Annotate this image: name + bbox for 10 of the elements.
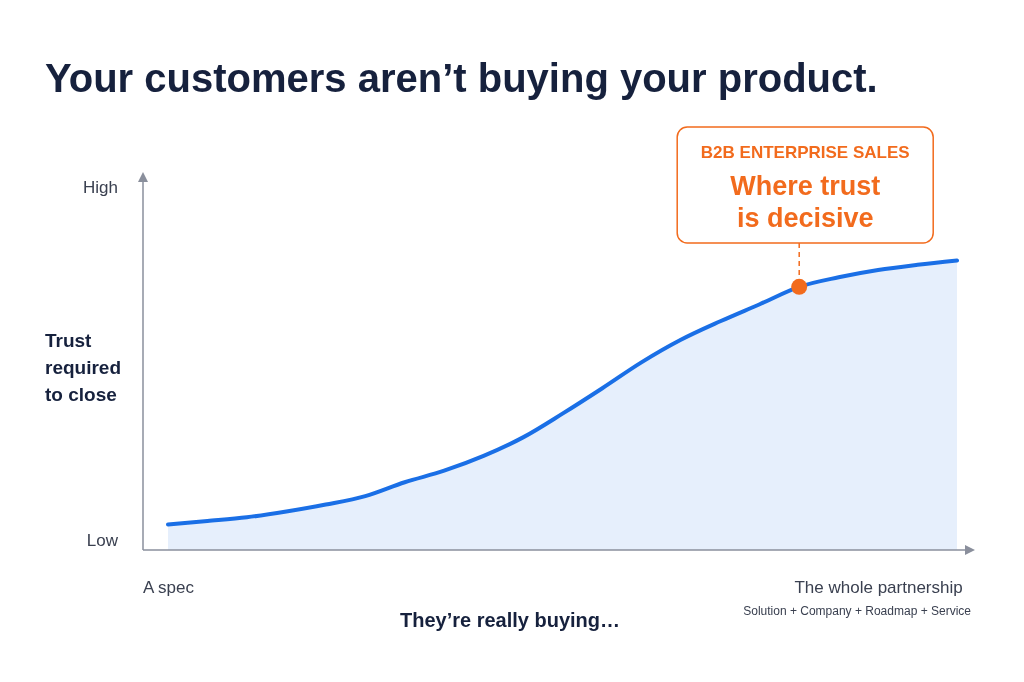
text: B2B ENTERPRISE SALES — [700, 143, 910, 162]
chart-title: Your customers aren’t buying your product. — [45, 56, 878, 100]
text: Where trust is decisive — [730, 171, 881, 233]
text: Solution + Company + Roadmap + Service — [743, 604, 972, 618]
x-axis-title: They’re really buying… — [399, 609, 621, 631]
text: High — [83, 178, 118, 197]
y-axis-title: Trust required to close — [45, 330, 122, 405]
text: Low — [86, 531, 119, 550]
x-tick-label: The whole partnership — [794, 578, 963, 598]
x-tick-label: A spec — [142, 578, 195, 598]
